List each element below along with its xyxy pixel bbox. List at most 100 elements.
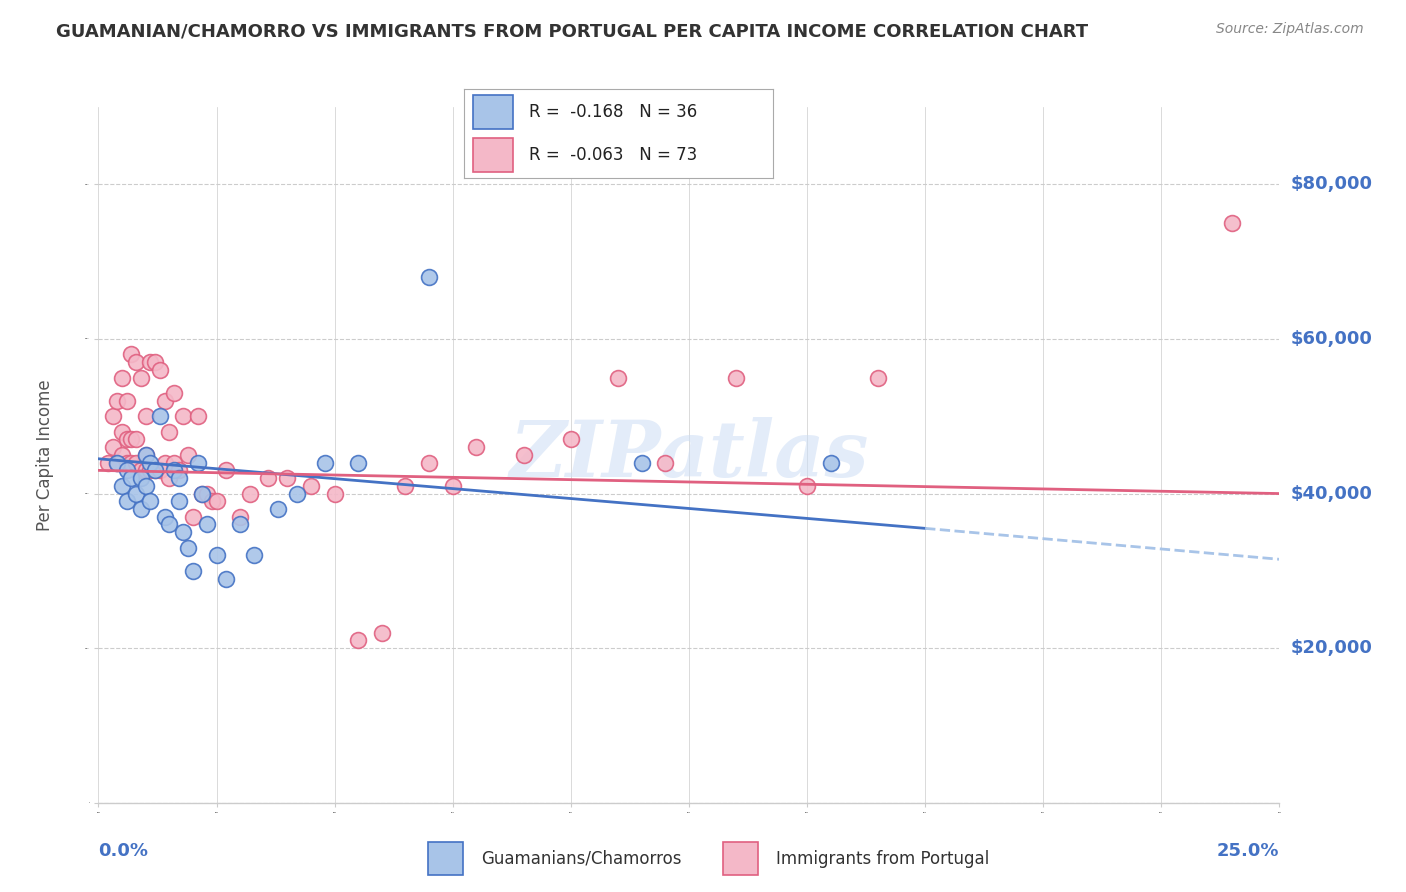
Point bbox=[157, 517, 180, 532]
Text: GUAMANIAN/CHAMORRO VS IMMIGRANTS FROM PORTUGAL PER CAPITA INCOME CORRELATION CHA: GUAMANIAN/CHAMORRO VS IMMIGRANTS FROM PO… bbox=[56, 22, 1088, 40]
Point bbox=[121, 456, 143, 470]
Point bbox=[243, 549, 266, 563]
Point bbox=[418, 270, 440, 285]
Point bbox=[1220, 216, 1243, 230]
Point bbox=[139, 494, 162, 508]
Point bbox=[177, 541, 200, 555]
Point bbox=[149, 463, 172, 477]
Point bbox=[191, 486, 214, 500]
Point bbox=[725, 370, 748, 384]
Point bbox=[163, 456, 186, 470]
Point bbox=[121, 471, 143, 485]
Point bbox=[129, 471, 152, 485]
Point bbox=[257, 471, 280, 485]
Point bbox=[139, 463, 162, 477]
Point bbox=[101, 440, 124, 454]
Point bbox=[167, 494, 190, 508]
Point bbox=[347, 633, 370, 648]
Point bbox=[371, 625, 394, 640]
Point bbox=[115, 433, 138, 447]
Point bbox=[157, 425, 180, 439]
Point bbox=[163, 463, 186, 477]
Point bbox=[167, 463, 190, 477]
Point bbox=[143, 463, 166, 477]
Point bbox=[191, 486, 214, 500]
Text: 0.0%: 0.0% bbox=[98, 842, 149, 860]
Bar bbox=[723, 842, 758, 874]
Point bbox=[177, 448, 200, 462]
Point bbox=[115, 463, 138, 477]
Point bbox=[129, 370, 152, 384]
Bar bbox=[427, 842, 463, 874]
Point bbox=[215, 463, 238, 477]
Point bbox=[139, 355, 162, 369]
Point bbox=[149, 409, 172, 424]
Point bbox=[229, 517, 252, 532]
Point bbox=[105, 393, 128, 408]
Point bbox=[121, 433, 143, 447]
Point bbox=[135, 479, 157, 493]
Text: $40,000: $40,000 bbox=[1291, 484, 1372, 502]
Text: ZIPatlas: ZIPatlas bbox=[509, 417, 869, 493]
Point bbox=[465, 440, 488, 454]
Text: $60,000: $60,000 bbox=[1291, 330, 1372, 348]
Point bbox=[157, 471, 180, 485]
Point bbox=[149, 363, 172, 377]
Text: 25.0%: 25.0% bbox=[1218, 842, 1279, 860]
Text: R =  -0.168   N = 36: R = -0.168 N = 36 bbox=[529, 103, 697, 121]
Point bbox=[654, 456, 676, 470]
Point bbox=[129, 463, 152, 477]
Point bbox=[135, 448, 157, 462]
Point bbox=[314, 456, 336, 470]
Point bbox=[135, 448, 157, 462]
Point bbox=[111, 479, 134, 493]
Point bbox=[347, 456, 370, 470]
Point bbox=[111, 370, 134, 384]
Point bbox=[115, 393, 138, 408]
Text: Source: ZipAtlas.com: Source: ZipAtlas.com bbox=[1216, 22, 1364, 37]
Point bbox=[267, 502, 290, 516]
Text: Immigrants from Portugal: Immigrants from Portugal bbox=[776, 849, 990, 868]
Point bbox=[167, 471, 190, 485]
Point bbox=[125, 456, 148, 470]
Bar bbox=[474, 95, 513, 129]
Point bbox=[205, 549, 228, 563]
Point bbox=[394, 479, 416, 493]
Point bbox=[201, 494, 224, 508]
Point bbox=[111, 448, 134, 462]
Bar bbox=[474, 138, 513, 172]
Text: $80,000: $80,000 bbox=[1291, 176, 1372, 194]
Point bbox=[172, 409, 194, 424]
Point bbox=[105, 456, 128, 470]
Point bbox=[135, 409, 157, 424]
Point bbox=[143, 463, 166, 477]
Point bbox=[418, 456, 440, 470]
Point bbox=[607, 370, 630, 384]
Point bbox=[105, 456, 128, 470]
Point bbox=[187, 409, 209, 424]
Point bbox=[115, 456, 138, 470]
Point bbox=[512, 448, 534, 462]
Point bbox=[135, 463, 157, 477]
Point bbox=[285, 486, 308, 500]
Point bbox=[121, 347, 143, 361]
Point bbox=[441, 479, 464, 493]
Point bbox=[195, 517, 218, 532]
Point bbox=[97, 456, 120, 470]
Point bbox=[276, 471, 298, 485]
Text: $20,000: $20,000 bbox=[1291, 640, 1372, 657]
Point bbox=[560, 433, 582, 447]
Point bbox=[111, 425, 134, 439]
Point bbox=[139, 456, 162, 470]
Point bbox=[163, 386, 186, 401]
Point bbox=[153, 456, 176, 470]
Text: R =  -0.063   N = 73: R = -0.063 N = 73 bbox=[529, 146, 697, 164]
Point bbox=[205, 494, 228, 508]
Point bbox=[143, 355, 166, 369]
Point bbox=[195, 486, 218, 500]
Point bbox=[239, 486, 262, 500]
Point bbox=[866, 370, 889, 384]
Point bbox=[153, 509, 176, 524]
Point bbox=[229, 509, 252, 524]
Point bbox=[101, 409, 124, 424]
